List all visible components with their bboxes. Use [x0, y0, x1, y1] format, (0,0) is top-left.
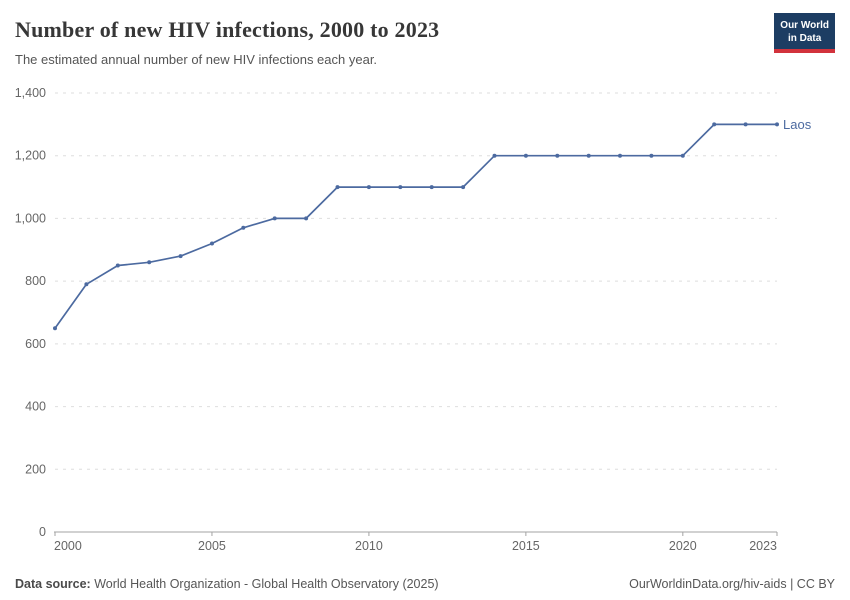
data-point — [335, 185, 340, 190]
data-point — [743, 122, 748, 127]
data-point — [712, 122, 717, 127]
data-point — [272, 216, 277, 221]
data-point — [618, 153, 622, 158]
x-tick-label: 2000 — [54, 539, 82, 553]
entity-label: Laos — [783, 117, 812, 132]
data-point — [586, 153, 591, 158]
y-tick-label: 0 — [39, 525, 46, 539]
y-tick-label: 800 — [25, 274, 46, 288]
data-point — [429, 185, 434, 190]
owid-logo-line1: Our World — [780, 20, 829, 31]
data-point — [241, 225, 246, 230]
x-tick-label: 2005 — [198, 539, 226, 553]
data-point — [775, 122, 779, 127]
x-tick-label: 2020 — [669, 539, 697, 553]
x-tick-label: 2023 — [749, 539, 777, 553]
data-point — [53, 326, 57, 331]
chart-canvas: 0 200 400 600 800 1,000 1,200 1,400 2000 2005 2010… — [15, 86, 812, 553]
y-tick-label: 1,200 — [15, 149, 46, 163]
y-tick-label: 400 — [25, 400, 46, 414]
owid-link[interactable]: OurWorldinData.org/hiv-aids | CC BY — [629, 577, 835, 591]
owid-logo-line2: in Data — [787, 33, 822, 44]
data-source-text: World Health Organization - Global Healt… — [90, 577, 439, 591]
data-point — [680, 153, 685, 158]
data-point — [461, 185, 466, 190]
chart-footer: Data source: World Health Organization -… — [15, 577, 835, 591]
data-point — [304, 216, 309, 221]
data-point — [555, 153, 560, 158]
data-point — [115, 263, 120, 268]
y-tick-label: 200 — [25, 462, 46, 476]
data-point — [492, 153, 497, 158]
line-chart: 0 200 400 600 800 1,000 1,200 1,400 2000 2005 2010… — [0, 85, 850, 560]
data-point — [649, 153, 654, 158]
owid-logo: Our World in Data — [774, 13, 835, 53]
trend-line — [54, 123, 777, 329]
data-point — [178, 254, 183, 259]
data-source: Data source: World Health Organization -… — [15, 577, 439, 591]
data-point — [147, 260, 152, 265]
x-tick-label: 2010 — [355, 539, 383, 553]
y-tick-label: 1,400 — [15, 86, 46, 100]
y-tick-label: 600 — [25, 337, 46, 351]
data-point — [84, 282, 89, 287]
data-point — [398, 185, 403, 190]
data-source-label: Data source: — [15, 577, 91, 591]
chart-subtitle: The estimated annual number of new HIV i… — [15, 52, 378, 67]
chart-header: Number of new HIV infections, 2000 to 20… — [0, 0, 850, 67]
data-point — [366, 185, 371, 190]
data-point — [523, 153, 528, 158]
y-tick-label: 1,000 — [15, 211, 46, 225]
data-point — [210, 241, 214, 246]
x-tick-label: 2015 — [512, 539, 540, 553]
page-title: Number of new HIV infections, 2000 to 20… — [15, 17, 440, 42]
